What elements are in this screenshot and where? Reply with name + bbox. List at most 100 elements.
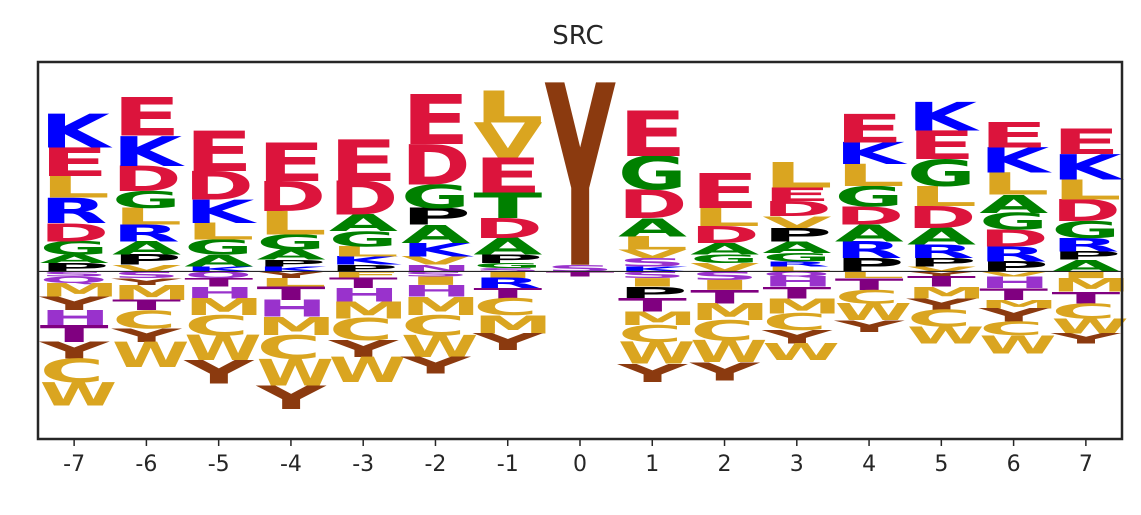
glyph-5-up-4: D bbox=[907, 200, 976, 235]
glyph-3-down-6: W bbox=[762, 340, 839, 366]
glyph--3-down-6: W bbox=[329, 351, 406, 391]
glyph-7-up-1: P bbox=[1052, 249, 1122, 262]
glyph--4-up-5: D bbox=[257, 173, 326, 221]
glyph--2-up-7: E bbox=[401, 81, 470, 161]
glyph-2-down-5: W bbox=[690, 334, 767, 369]
glyph-1-down-6: W bbox=[618, 336, 695, 371]
glyph-5-up-1: P bbox=[907, 256, 977, 269]
glyph--3-down-0: F bbox=[329, 270, 403, 281]
x-tick-label: 6 bbox=[1007, 452, 1021, 477]
glyph--7-up-4: R bbox=[40, 191, 108, 231]
glyph-2-down-4: C bbox=[690, 315, 755, 347]
glyph--3-up-4: A bbox=[329, 210, 399, 236]
glyph--6-up-7: K bbox=[112, 128, 185, 176]
glyph-1-up-2: V bbox=[618, 247, 687, 260]
glyph--5-up-2: G bbox=[184, 236, 253, 260]
glyph-4-up-2: A bbox=[835, 220, 905, 246]
glyph-6-down-2: T bbox=[979, 285, 1048, 304]
glyph--7-down-1: Q bbox=[40, 275, 108, 286]
glyph-7-up-3: G bbox=[1052, 217, 1121, 244]
glyph--7-down-8: W bbox=[40, 375, 117, 413]
glyph-3-down-2: T bbox=[762, 284, 831, 303]
glyph--6-up-8: E bbox=[112, 87, 181, 149]
glyph-2-up-3: D bbox=[690, 222, 759, 249]
glyph--6-down-4: C bbox=[112, 305, 177, 334]
glyph--5-down-4: C bbox=[184, 310, 249, 342]
glyph--2-up-6: D bbox=[401, 133, 471, 198]
glyph--5-up-6: E bbox=[184, 121, 253, 185]
glyph--5-up-4: K bbox=[184, 193, 257, 230]
glyph-0-up-1: Y bbox=[545, 32, 616, 324]
glyph-5-up-7: E bbox=[907, 123, 976, 168]
glyph-0-down-0: T bbox=[546, 270, 615, 278]
glyph--2-up-5: G bbox=[401, 178, 470, 215]
glyph-4-down-2: C bbox=[835, 286, 900, 307]
glyph-2-up-5: E bbox=[690, 163, 759, 219]
glyph-2-down-3: M bbox=[690, 299, 769, 326]
glyph--5-up-5: D bbox=[184, 164, 253, 209]
glyph--6-up-1: P bbox=[112, 252, 182, 268]
glyph-2-up-2: A bbox=[690, 240, 760, 259]
glyph-1-up-1: S bbox=[618, 256, 687, 269]
glyph-6-up-3: G bbox=[979, 209, 1048, 236]
glyph-2-down-6: Y bbox=[689, 357, 761, 386]
glyph-6-up-7: E bbox=[979, 116, 1048, 156]
glyph--4-up-6: E bbox=[257, 132, 326, 194]
glyph--4-up-0: K bbox=[257, 265, 330, 273]
glyph--4-down-3: H bbox=[257, 295, 328, 322]
glyph-1-down-3: T bbox=[618, 295, 688, 316]
glyph-1-up-7: E bbox=[618, 98, 687, 171]
glyph-3-up-5: V bbox=[762, 213, 832, 232]
x-tick-label: 3 bbox=[790, 452, 804, 477]
glyph--4-down-2: T bbox=[257, 283, 327, 304]
glyph--5-down-6: Y bbox=[183, 354, 255, 391]
glyph-4-down-4: Y bbox=[833, 317, 906, 336]
glyph--5-up-3: L bbox=[184, 218, 255, 245]
glyph--2-up-4: P bbox=[401, 204, 471, 230]
glyph--5-up-1: A bbox=[184, 252, 254, 271]
glyph-4-up-4: G bbox=[835, 180, 904, 212]
glyph--1-down-3: C bbox=[473, 294, 538, 321]
glyph--7-down-7: C bbox=[40, 352, 105, 389]
glyph-4-up-0: P bbox=[835, 255, 905, 276]
x-tick-label: 0 bbox=[573, 452, 587, 477]
glyph-7-down-0: I bbox=[1052, 270, 1121, 281]
glyph--5-down-1: T bbox=[184, 276, 253, 289]
glyph--3-up-1: K bbox=[329, 254, 402, 267]
glyph--1-up-4: D bbox=[473, 212, 542, 244]
glyph-4-down-0: L bbox=[835, 270, 906, 281]
glyph--5-down-5: W bbox=[184, 329, 261, 369]
x-tick-label: -2 bbox=[424, 452, 446, 477]
glyph--1-up-1: G bbox=[473, 262, 542, 270]
glyph--2-up-2: K bbox=[401, 239, 474, 260]
glyph--3-up-3: G bbox=[329, 227, 398, 251]
glyph--5-down-2: H bbox=[184, 284, 255, 303]
glyph-3-down-5: Y bbox=[761, 327, 833, 348]
glyph--1-up-5: T bbox=[473, 186, 543, 226]
glyph-3-down-4: C bbox=[762, 309, 827, 336]
glyph--1-down-0: I bbox=[473, 270, 542, 281]
glyph-1-up-5: D bbox=[618, 182, 687, 227]
glyph-4-down-3: W bbox=[835, 299, 912, 325]
glyph-7-up-0: A bbox=[1052, 257, 1122, 276]
glyph--1-down-5: Y bbox=[472, 329, 543, 355]
glyph--1-up-6: E bbox=[473, 148, 542, 204]
glyph--6-down-2: M bbox=[112, 281, 191, 305]
glyph-6-down-3: M bbox=[979, 298, 1058, 311]
glyph-3-up-6: D bbox=[762, 197, 831, 221]
glyph--6-up-3: R bbox=[112, 220, 180, 247]
glyph-7-down-4: W bbox=[1052, 315, 1129, 339]
glyph--3-up-5: D bbox=[329, 172, 398, 226]
x-axis-ticks: -7 -6 -5 -4 -3 -2 -1 0 1 2 3 4 5 6 7 bbox=[63, 439, 1093, 477]
glyph--3-up-0: P bbox=[329, 263, 399, 274]
glyph-1-down-2: P bbox=[618, 284, 688, 303]
x-tick-label: -7 bbox=[63, 452, 85, 477]
glyph-5-down-3: Y bbox=[906, 295, 979, 314]
glyph--7-up-1: A bbox=[40, 252, 109, 265]
glyph-6-up-6: K bbox=[979, 141, 1053, 181]
glyph-3-down-0: Q bbox=[762, 270, 830, 278]
glyph--4-down-4: M bbox=[257, 312, 336, 341]
glyph-4-up-6: K bbox=[835, 137, 909, 172]
glyph-7-up-7: E bbox=[1052, 122, 1121, 162]
glyph-7-down-5: Y bbox=[1050, 331, 1121, 347]
